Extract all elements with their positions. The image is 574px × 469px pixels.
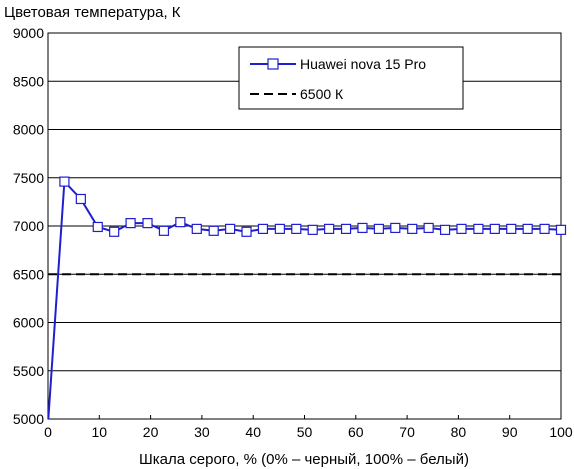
data-point-huawei: [407, 223, 418, 234]
y-axis-title: Цветовая температура, К: [4, 4, 181, 21]
y-tick-label: 8500: [13, 73, 44, 89]
y-tick-label: 9000: [13, 25, 44, 41]
data-point-huawei: [175, 217, 186, 228]
data-point-huawei: [423, 222, 434, 234]
legend: Huawei nova 15 Pro 6500 К: [238, 46, 464, 110]
data-point-huawei: [373, 223, 384, 234]
legend-label-huawei: Huawei nova 15 Pro: [300, 56, 426, 72]
x-tick-label: 30: [194, 424, 210, 440]
data-point-huawei: [555, 224, 567, 235]
y-tick-label: 7500: [13, 170, 44, 186]
data-point-huawei: [158, 225, 170, 236]
y-tick-label: 6500: [13, 266, 44, 282]
data-point-huawei: [522, 223, 533, 234]
data-point-huawei: [191, 223, 202, 234]
data-point-huawei: [208, 225, 219, 236]
data-point-huawei: [142, 218, 153, 229]
data-point-huawei: [506, 223, 517, 234]
y-tick-label: 5500: [13, 363, 44, 379]
x-tick-label: 90: [502, 424, 518, 440]
data-point-huawei: [291, 223, 302, 234]
data-point-huawei: [307, 224, 318, 235]
x-tick-label: 80: [451, 424, 467, 440]
data-point-huawei: [357, 222, 368, 234]
x-tick-label: 0: [44, 424, 52, 440]
data-point-huawei: [59, 176, 70, 187]
series-layer: [48, 176, 567, 419]
x-axis-title: Шкала серого, % (0% – черный, 100% – бел…: [139, 451, 469, 468]
data-point-huawei: [92, 221, 103, 233]
y-tick-label: 7000: [13, 218, 44, 234]
y-tick-label: 6000: [13, 315, 44, 331]
y-tick-label: 8000: [13, 122, 44, 138]
x-tick-label: 70: [399, 424, 415, 440]
data-point-huawei: [456, 223, 467, 234]
data-point-huawei: [109, 226, 120, 237]
x-tick-label: 60: [348, 424, 364, 440]
x-tick-label: 20: [143, 424, 159, 440]
data-point-huawei: [340, 223, 352, 234]
data-point-huawei: [75, 193, 86, 205]
x-tick-label: 40: [245, 424, 261, 440]
y-tick-label: 5000: [13, 411, 44, 427]
data-point-huawei: [489, 223, 500, 234]
data-point-huawei: [241, 226, 252, 237]
data-point-huawei: [539, 223, 550, 234]
legend-marker-huawei: [267, 58, 279, 70]
data-point-huawei: [439, 224, 451, 235]
legend-label-6500k: 6500 К: [300, 86, 344, 102]
x-tick-label: 10: [92, 424, 108, 440]
tick-layer: 5000 5500 6000 6500 7000 7500 8000 8500 9000 0 10 2…: [13, 25, 573, 440]
legend-box: [238, 46, 464, 110]
data-point-huawei: [324, 223, 335, 234]
data-point-huawei: [473, 223, 484, 234]
data-point-huawei: [274, 223, 285, 234]
data-point-huawei: [390, 222, 401, 234]
x-tick-label: 50: [297, 424, 313, 440]
series-line-huawei: [48, 179, 561, 419]
data-point-huawei: [225, 223, 236, 234]
x-tick-label: 100: [549, 424, 573, 440]
data-point-huawei: [125, 218, 136, 229]
data-point-huawei: [257, 223, 269, 234]
